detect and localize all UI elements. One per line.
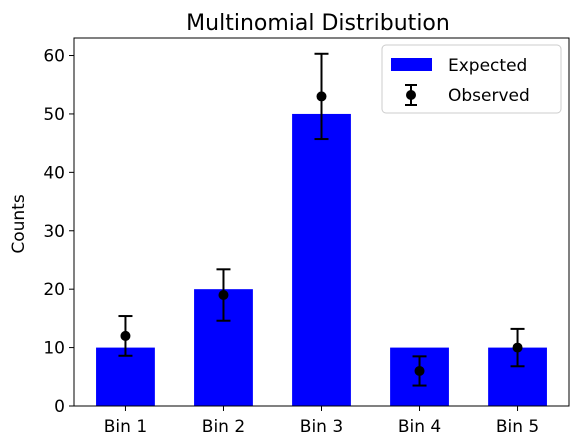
legend-label-observed: Observed xyxy=(448,86,530,106)
y-tick-label-40: 40 xyxy=(43,163,65,183)
y-tick-label-10: 10 xyxy=(43,339,65,359)
x-tick-label-3: Bin 3 xyxy=(300,417,343,437)
legend-marker-observed xyxy=(406,90,416,100)
x-tick-label-5: Bin 5 xyxy=(496,417,539,437)
bar-1 xyxy=(96,347,155,406)
y-tick-label-0: 0 xyxy=(54,397,65,417)
y-tick-label-50: 50 xyxy=(43,105,65,125)
x-tick-label-4: Bin 4 xyxy=(398,417,441,437)
chart-title: Multinomial Distribution xyxy=(186,11,450,36)
legend: Expected Observed xyxy=(381,44,562,114)
legend-swatch-expected xyxy=(391,58,432,71)
errorbars-group xyxy=(118,52,525,387)
observed-point-3 xyxy=(316,91,327,102)
x-tick-label-1: Bin 1 xyxy=(104,417,147,437)
legend-label-expected: Expected xyxy=(448,56,527,76)
x-tick-label-2: Bin 2 xyxy=(202,417,245,437)
observed-point-4 xyxy=(414,365,425,376)
y-tick-label-20: 20 xyxy=(43,280,65,300)
observed-point-1 xyxy=(120,330,131,341)
bars-group xyxy=(96,113,547,406)
y-tick-label-30: 30 xyxy=(43,222,65,242)
observed-point-2 xyxy=(218,290,229,301)
x-axis: Bin 1 Bin 2 Bin 3 Bin 4 Bin 5 xyxy=(104,406,539,437)
y-axis: 0 10 20 30 40 50 60 xyxy=(43,47,74,417)
y-axis-label: Counts xyxy=(9,194,29,253)
y-tick-label-60: 60 xyxy=(43,47,65,67)
bar-3 xyxy=(292,113,351,406)
observed-point-5 xyxy=(512,342,523,353)
